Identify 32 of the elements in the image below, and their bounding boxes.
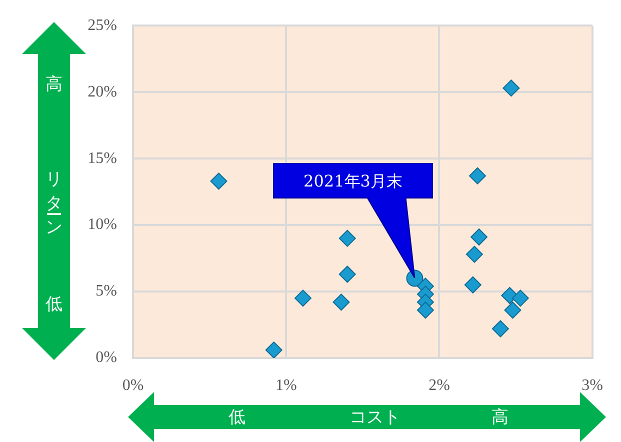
point [294, 290, 312, 307]
point [512, 290, 529, 307]
y-tick-label: 0% [96, 349, 117, 366]
x-tick-label: 2% [428, 376, 450, 394]
text: 高 [492, 406, 508, 428]
point [265, 342, 282, 358]
x-axis-title: コスト [350, 406, 400, 428]
point [416, 302, 434, 319]
y-axis-title: リターン [44, 160, 64, 232]
point [470, 228, 488, 246]
y-tick-label: 25% [88, 16, 117, 34]
text: 高 [46, 74, 62, 96]
point [210, 172, 228, 190]
point [469, 167, 486, 184]
annotation: 2021年3月末 [304, 171, 402, 192]
point [338, 230, 356, 247]
x-tick-label: 0% [122, 376, 144, 394]
point [466, 246, 483, 263]
y-tick-label: 15% [88, 150, 117, 167]
y-tick-label: 5% [96, 282, 117, 300]
point [502, 80, 520, 97]
point [464, 276, 482, 294]
point [492, 320, 509, 338]
y-tick-label: 10% [88, 216, 117, 234]
point [338, 266, 356, 283]
y-tick-label: 20% [88, 83, 117, 100]
text: 低 [228, 406, 246, 428]
point [332, 294, 350, 311]
text: 低 [46, 294, 62, 316]
x-tick-label: 3% [582, 376, 603, 394]
point [504, 302, 522, 319]
x-tick-label: 1% [275, 376, 297, 394]
